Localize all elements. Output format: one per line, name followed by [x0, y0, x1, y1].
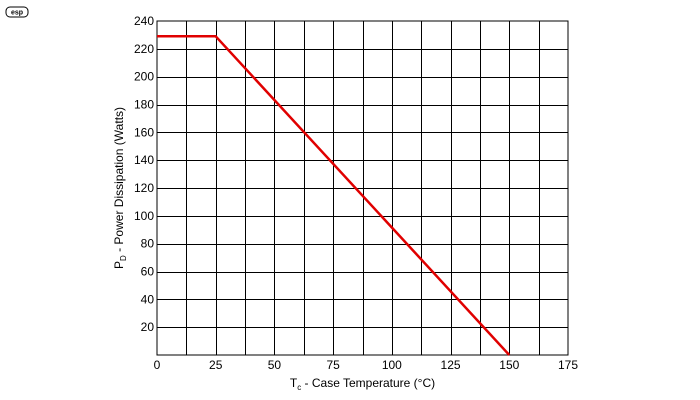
x-tick-label: 25	[209, 358, 223, 372]
esp-logo: esp	[5, 6, 29, 18]
x-tick-label: 0	[154, 358, 161, 372]
logo-text: esp	[11, 10, 23, 17]
x-tick-label: 175	[558, 358, 578, 372]
x-tick-label: 75	[326, 358, 340, 372]
x-axis-text: - Case Temperature (°C)	[301, 376, 435, 390]
x-axis-symbol: T	[290, 376, 298, 390]
y-tick-label: 20	[141, 320, 155, 334]
x-tick-label: 125	[441, 358, 461, 372]
y-tick-label: 220	[134, 42, 154, 56]
y-tick-label: 240	[134, 14, 154, 28]
y-tick-label: 40	[141, 292, 155, 306]
y-axis-text: - Power Dissipation (Watts)	[112, 107, 126, 255]
y-tick-label: 80	[141, 237, 155, 251]
y-axis-symbol: P	[112, 261, 126, 269]
y-axis-label: PD - Power Dissipation (Watts)	[112, 107, 128, 269]
x-axis-label: Tc - Case Temperature (°C)	[290, 376, 435, 392]
x-tick-label: 50	[268, 358, 282, 372]
y-tick-label: 60	[141, 265, 155, 279]
x-tick-labels: 0 25 50 75 100 125 150 175	[154, 358, 579, 372]
grid	[157, 21, 568, 355]
y-tick-labels: 20 40 60 80 100 120 140 160 180 200 220 240	[134, 14, 154, 334]
y-axis-subscript: D	[119, 255, 128, 261]
y-tick-label: 160	[134, 125, 154, 139]
y-tick-label: 140	[134, 153, 154, 167]
x-axis-subscript: c	[297, 383, 301, 392]
series-group	[157, 35, 511, 356]
y-tick-label: 200	[134, 70, 154, 84]
y-tick-label: 120	[134, 181, 154, 195]
x-tick-label: 100	[382, 358, 402, 372]
x-tick-label: 150	[499, 358, 519, 372]
plot-frame	[156, 20, 569, 356]
y-tick-label: 180	[134, 98, 154, 112]
power-derating-line	[157, 35, 511, 356]
y-tick-label: 100	[134, 209, 154, 223]
